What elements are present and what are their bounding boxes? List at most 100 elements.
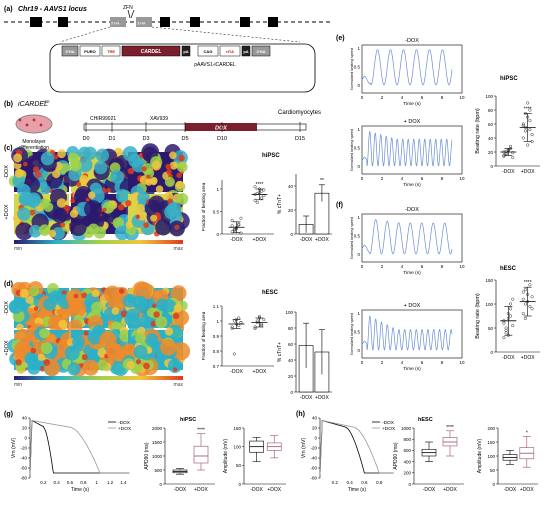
y-axis-label: % cTnT+ — [277, 342, 283, 362]
y-tick-label: 0 — [216, 232, 219, 237]
heatmap-blob — [53, 154, 59, 160]
y-axis-label: Beating rate (bpm) — [475, 293, 481, 339]
panel-g-label: (g) — [4, 411, 13, 418]
significance-marker: **** — [256, 182, 264, 188]
heatmap-blob — [125, 220, 134, 229]
exon-block — [268, 17, 278, 27]
data-point — [230, 230, 234, 234]
x-tick-label: 1 — [95, 480, 98, 485]
data-point — [504, 149, 508, 153]
y-tick-label: 40 — [312, 416, 318, 421]
day-label: D0 — [82, 136, 89, 142]
data-point — [523, 129, 528, 133]
plasmid-element-label: rtTA — [226, 49, 234, 54]
heatmap-blob — [103, 285, 122, 304]
heatmap-blob — [173, 303, 183, 313]
data-point — [237, 323, 241, 328]
x-tick-label: 0 — [361, 264, 364, 269]
cardiomyocytes-label: Cardiomyocytes — [278, 110, 321, 116]
heatmap-blob — [91, 301, 103, 314]
y-axis-label: Vm (mV) — [11, 438, 17, 459]
dox-label: DOX — [215, 126, 227, 132]
data-point — [230, 325, 234, 329]
scissors-icon — [127, 9, 135, 19]
heatmap-blob — [117, 203, 125, 211]
data-point — [502, 154, 506, 158]
heatmap-blob — [91, 289, 100, 298]
y-tick-label: 0.5 — [354, 234, 361, 239]
heatmap-blob — [166, 202, 182, 217]
cell-dot — [39, 123, 43, 127]
heatmap-tile — [68, 185, 132, 242]
y-tick-label: 40 — [288, 358, 294, 363]
construct-superscript: OE — [44, 99, 50, 104]
data-point — [526, 143, 530, 147]
dish-label: differentiation — [19, 145, 49, 151]
heatmap-blob — [56, 198, 67, 208]
y-tick-label: 0 — [159, 482, 162, 487]
homology-label: 5'HA — [111, 21, 120, 26]
colorbar — [14, 376, 183, 380]
y-tick-label: 80 — [488, 108, 494, 113]
chart-d_ctnt: 0 20 40 60 80 100 % cTnT+ -DOX +DOX — [277, 310, 332, 401]
y-tick-label: -40 — [310, 456, 317, 461]
plasmid-element — [121, 45, 181, 57]
data-point — [262, 317, 266, 322]
heatmap-blob — [69, 209, 79, 218]
heatmap-blob — [79, 175, 89, 185]
data-point — [230, 218, 234, 223]
chart-h_ap: -80 -60 -40 -20 0 20 40 0.2 0.4 0.6 0.8 Time (s) Vm … — [301, 416, 396, 494]
box — [193, 445, 209, 464]
heatmap-blob — [40, 151, 55, 166]
heatmap-blob — [77, 157, 93, 173]
y-tick-label: 0 — [314, 436, 317, 441]
data-point — [521, 136, 525, 140]
heatmap-blob — [33, 306, 39, 311]
data-point — [523, 288, 528, 292]
day-label: D5 — [181, 136, 188, 142]
heatmap-blob — [176, 192, 189, 205]
plasmid-element-label: 5'HA — [66, 49, 75, 54]
heatmap-blob — [73, 188, 92, 207]
cell-line-label: hESC — [418, 417, 433, 423]
plot-frame — [361, 44, 463, 94]
plasmid-element — [219, 45, 241, 57]
heatmap-tile — [8, 281, 74, 337]
cell-line-label: hiPSC — [262, 153, 280, 159]
data-point — [528, 108, 532, 112]
xav-label: XAV939 — [150, 116, 168, 122]
heatmap-blob — [135, 332, 146, 344]
chir-label: CHIR99021 — [90, 116, 116, 122]
colorbar-min: min — [14, 382, 22, 388]
homology-5-chr — [110, 17, 126, 27]
x-tick-label: 10 — [459, 95, 465, 100]
y-axis-label: Fraction of beating area — [201, 311, 206, 360]
x-tick-label: 2 — [381, 95, 384, 100]
y-tick-label: 20 — [22, 426, 28, 431]
heatmap-blob — [17, 207, 31, 221]
heatmap-blob — [15, 359, 22, 366]
heatmap-blob — [164, 327, 174, 336]
heatmap-blob — [135, 203, 145, 214]
y-tick-label: -40 — [20, 456, 27, 461]
colorbar-max: max — [174, 382, 184, 388]
heatmap-blob — [170, 285, 187, 302]
dish-label: Monolayer — [22, 139, 46, 145]
heatmap-blob — [39, 328, 50, 339]
homology-3-chr — [136, 17, 152, 27]
cell-line-label: hESC — [262, 290, 279, 296]
heatmap-blob — [57, 149, 66, 159]
y-axis-label: Beating rate (bpm) — [475, 108, 481, 154]
y-tick-label: 1 — [357, 46, 360, 51]
heatmap-blob — [135, 214, 141, 219]
heatmap-blob — [122, 293, 137, 308]
y-tick-label: 40 — [488, 136, 494, 141]
x-tick-label: -DOX — [502, 355, 515, 361]
x-tick-label: 0.6 — [67, 480, 74, 485]
dish-icon — [15, 114, 53, 134]
y-tick-label: 400 — [403, 459, 411, 464]
heatmap-blob — [146, 174, 151, 179]
panel-e-label: (e) — [336, 35, 345, 42]
plasmid-element — [197, 45, 219, 57]
data-point — [523, 302, 528, 306]
